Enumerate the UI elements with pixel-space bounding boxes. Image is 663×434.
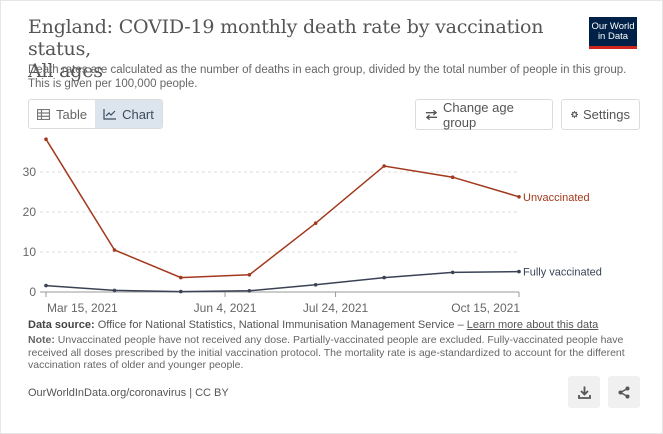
x-tick-label: Oct 15, 2021 bbox=[451, 301, 520, 315]
tab-table[interactable]: Table bbox=[29, 100, 95, 128]
data-source: Data source: Office for National Statist… bbox=[28, 319, 648, 331]
fully-vaccinated-point bbox=[313, 283, 318, 287]
unvaccinated-point bbox=[450, 175, 455, 179]
fully-vaccinated-point bbox=[247, 289, 252, 293]
y-tick-label: 20 bbox=[23, 205, 37, 219]
source-text: Office for National Statistics, National… bbox=[97, 319, 464, 331]
y-tick-label: 0 bbox=[29, 285, 36, 299]
share-button[interactable] bbox=[608, 376, 640, 408]
download-icon bbox=[577, 386, 591, 399]
chart-title: England: COVID-19 monthly death rate by … bbox=[28, 16, 548, 82]
y-tick-label: 10 bbox=[23, 245, 37, 259]
y-tick-label: 30 bbox=[23, 165, 37, 179]
source-label: Data source: bbox=[28, 319, 95, 331]
unvaccinated-point bbox=[112, 248, 117, 252]
fully-vaccinated-line bbox=[45, 270, 520, 293]
gear-icon bbox=[571, 110, 579, 119]
chart-note: Note: Unvaccinated people have not recei… bbox=[28, 334, 638, 372]
fully-vaccinated-point bbox=[179, 289, 183, 294]
note-text: Unvaccinated people have not received an… bbox=[28, 334, 625, 371]
owid-logo[interactable]: Our World in Data bbox=[589, 17, 637, 49]
unvaccinated-point bbox=[247, 273, 252, 277]
fully-vaccinated-point bbox=[382, 275, 386, 280]
unvaccinated-label: Unvaccinated bbox=[523, 192, 590, 204]
table-icon bbox=[37, 108, 50, 120]
settings-button[interactable]: Settings bbox=[561, 99, 640, 130]
x-tick-label: Jul 24, 2021 bbox=[303, 301, 369, 315]
note-label: Note: bbox=[28, 334, 55, 346]
unvaccinated-point bbox=[382, 164, 386, 168]
swap-arrows-icon bbox=[425, 109, 438, 120]
title-line-1: England: COVID-19 monthly death rate by … bbox=[28, 16, 544, 60]
unvaccinated-point bbox=[517, 195, 521, 199]
share-icon bbox=[618, 386, 630, 398]
unvaccinated-line bbox=[45, 138, 520, 279]
fully-vaccinated-point bbox=[450, 270, 455, 275]
unvaccinated-point bbox=[44, 137, 48, 141]
fully-vaccinated-point bbox=[44, 283, 48, 288]
unvaccinated-point bbox=[313, 221, 318, 225]
change-age-group-button[interactable]: Change age group bbox=[415, 99, 553, 130]
chart-subtitle: Death rates are calculated as the number… bbox=[28, 64, 627, 90]
x-tick-label: Mar 15, 2021 bbox=[47, 301, 118, 315]
download-button[interactable] bbox=[568, 376, 600, 408]
fully-vaccinated-point bbox=[517, 269, 521, 274]
settings-label: Settings bbox=[583, 107, 630, 122]
tab-chart[interactable]: Chart bbox=[95, 100, 162, 128]
fully-vaccinated-label: Fully vaccinated bbox=[523, 267, 602, 279]
tab-chart-label: Chart bbox=[122, 106, 154, 122]
fully-vaccinated-point bbox=[112, 288, 117, 293]
x-tick-label: Jun 4, 2021 bbox=[194, 301, 257, 315]
footer-source-link[interactable]: OurWorldInData.org/coronavirus | CC BY bbox=[28, 387, 229, 399]
title-line-2: All ages bbox=[28, 60, 103, 82]
logo-line-1: Our World bbox=[591, 21, 635, 32]
unvaccinated-point bbox=[179, 275, 183, 280]
change-age-group-label: Change age group bbox=[443, 99, 514, 130]
tab-table-label: Table bbox=[56, 106, 88, 122]
logo-line-2: in Data bbox=[597, 31, 629, 42]
learn-more-link[interactable]: Learn more about this data bbox=[466, 319, 599, 331]
line-chart: 0 10 20 30 Mar 15, 2021 Jun 4, 2021 Jul 24, 20… bbox=[23, 137, 602, 315]
line-chart-icon bbox=[103, 108, 117, 120]
view-tabs: Table Chart bbox=[28, 99, 163, 129]
